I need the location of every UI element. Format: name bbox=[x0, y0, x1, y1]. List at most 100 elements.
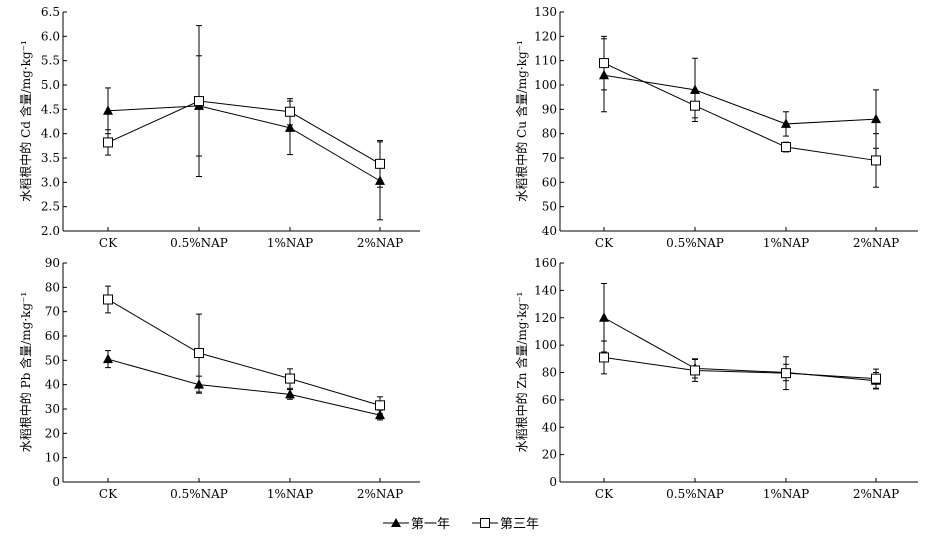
y-tick-label: 70 bbox=[542, 151, 557, 165]
y-tick-label: 3.0 bbox=[41, 175, 60, 189]
x-tick-label: CK bbox=[595, 236, 614, 250]
y-tick-label: 40 bbox=[542, 420, 557, 434]
series-line bbox=[107, 100, 381, 165]
y-tick-label: 2.0 bbox=[41, 224, 60, 238]
x-tick-label: 2%NAP bbox=[357, 487, 403, 501]
chart-panel-3: 0 10 20 30 40 50 60 70 80 90 CK 0.5%NAP 1%NAP 2%NAP 水稻… bbox=[18, 256, 420, 501]
x-tick-label: CK bbox=[595, 487, 614, 501]
x-tick-label: 2%NAP bbox=[853, 487, 899, 501]
y-tick-label: 140 bbox=[534, 283, 557, 297]
y-axis-label: 水稻根中的 Cd 含量/mg·kg⁻¹ bbox=[18, 40, 33, 202]
data-point-triangle bbox=[103, 353, 113, 364]
y-tick-label: 40 bbox=[45, 378, 60, 392]
y-tick-label: 5.5 bbox=[41, 54, 60, 68]
data-point-square bbox=[103, 137, 113, 148]
y-tick-label: 100 bbox=[534, 78, 557, 92]
data-point-square bbox=[194, 348, 204, 359]
series-1 bbox=[103, 350, 385, 421]
x-tick-label: CK bbox=[99, 487, 118, 501]
data-point-triangle bbox=[103, 105, 113, 115]
y-tick-label: 80 bbox=[542, 366, 557, 380]
y-tick-label: 30 bbox=[45, 402, 60, 416]
y-tick-label: 120 bbox=[534, 311, 557, 325]
series-2 bbox=[103, 285, 385, 415]
x-tick-label: 0.5%NAP bbox=[666, 236, 724, 250]
series-1 bbox=[599, 38, 881, 149]
data-point-square bbox=[285, 106, 295, 117]
data-point-triangle bbox=[285, 122, 295, 132]
data-point-square bbox=[871, 155, 881, 166]
chart-panels: 2.0 2.5 3.0 3.5 4.0 4.5 5.0 5.5 6.0 6.5 CK 0.5%NAP 1… bbox=[18, 5, 918, 501]
y-axis-label: 水稻根中的 Pb 含量/mg·kg⁻¹ bbox=[18, 292, 33, 452]
data-point-square bbox=[690, 365, 700, 376]
x-tick-label: 0.5%NAP bbox=[170, 236, 228, 250]
data-point-square bbox=[690, 100, 700, 111]
x-tick-label: 2%NAP bbox=[357, 236, 403, 250]
legend: 第一年 第三年 bbox=[383, 517, 539, 532]
series-line bbox=[107, 358, 381, 416]
x-tick-label: 0.5%NAP bbox=[666, 487, 724, 501]
series-line bbox=[603, 317, 877, 382]
y-tick-label: 2.5 bbox=[41, 200, 60, 214]
y-tick-label: 80 bbox=[45, 280, 60, 294]
data-point-square bbox=[599, 352, 609, 363]
data-point-square bbox=[781, 142, 791, 153]
data-point-triangle bbox=[285, 388, 295, 399]
chart-panel-1: 2.0 2.5 3.0 3.5 4.0 4.5 5.0 5.5 6.0 6.5 CK 0.5%NAP 1… bbox=[18, 5, 420, 250]
y-tick-label: 5.0 bbox=[41, 78, 60, 92]
series-line bbox=[603, 74, 877, 125]
data-point-square bbox=[194, 96, 204, 107]
y-tick-label: 3.5 bbox=[41, 151, 60, 165]
y-tick-label: 60 bbox=[542, 393, 557, 407]
y-tick-label: 60 bbox=[542, 175, 557, 189]
x-tick-label: 2%NAP bbox=[853, 236, 899, 250]
x-tick-label: 0.5%NAP bbox=[170, 487, 228, 501]
chart-panel-4: 0 20 40 60 80 100 120 140 160 CK 0.5%NAP 1%NAP 2%NAP… bbox=[514, 256, 918, 501]
data-point-triangle bbox=[690, 84, 700, 94]
y-tick-label: 6.5 bbox=[41, 5, 60, 19]
y-tick-label: 70 bbox=[45, 305, 60, 319]
chart-panel-2: 40 50 60 70 80 90 100 110 120 130 CK 0.5%NAP 1%NAP 2%… bbox=[514, 5, 918, 250]
data-point-triangle bbox=[599, 312, 609, 322]
y-tick-label: 0 bbox=[52, 475, 60, 489]
data-point-square bbox=[285, 373, 295, 384]
y-tick-label: 20 bbox=[542, 448, 557, 462]
y-tick-label: 130 bbox=[534, 5, 557, 19]
y-tick-label: 90 bbox=[542, 102, 557, 116]
y-tick-label: 10 bbox=[45, 451, 60, 465]
series-2 bbox=[103, 25, 385, 188]
y-tick-label: 80 bbox=[542, 127, 557, 141]
series-line bbox=[107, 299, 381, 406]
y-tick-label: 40 bbox=[542, 224, 557, 238]
series-2 bbox=[599, 35, 881, 188]
y-tick-label: 110 bbox=[534, 54, 557, 68]
series-line bbox=[603, 62, 877, 161]
y-tick-label: 100 bbox=[534, 338, 557, 352]
series-line bbox=[107, 105, 381, 182]
y-tick-label: 120 bbox=[534, 29, 557, 43]
y-tick-label: 4.0 bbox=[41, 127, 60, 141]
y-axis-label: 水稻根中的 Zn 含量/mg·kg⁻¹ bbox=[514, 292, 529, 453]
data-point-square bbox=[599, 58, 609, 69]
y-tick-label: 20 bbox=[45, 426, 60, 440]
x-tick-label: 1%NAP bbox=[763, 487, 809, 501]
y-tick-label: 6.0 bbox=[41, 29, 60, 43]
y-tick-label: 0 bbox=[549, 475, 557, 489]
data-point-triangle bbox=[781, 118, 791, 128]
data-point-square bbox=[375, 400, 385, 411]
x-tick-label: CK bbox=[99, 236, 118, 250]
data-point-square bbox=[781, 368, 791, 379]
x-tick-label: 1%NAP bbox=[763, 236, 809, 250]
series-1 bbox=[103, 55, 385, 221]
y-tick-label: 50 bbox=[542, 200, 557, 214]
y-tick-label: 60 bbox=[45, 329, 60, 343]
series-line bbox=[603, 356, 877, 380]
x-tick-label: 1%NAP bbox=[267, 487, 313, 501]
series-2 bbox=[599, 340, 881, 391]
y-tick-label: 50 bbox=[45, 353, 60, 367]
y-tick-label: 90 bbox=[45, 256, 60, 270]
x-tick-label: 1%NAP bbox=[267, 236, 313, 250]
data-point-square bbox=[871, 373, 881, 384]
y-tick-label: 160 bbox=[534, 256, 557, 270]
